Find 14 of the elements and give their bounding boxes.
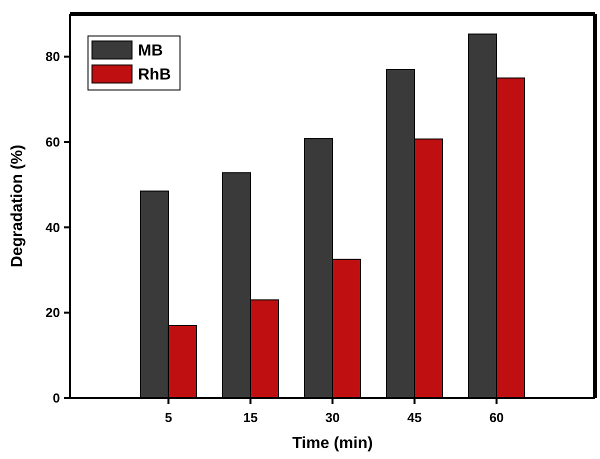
x-tick-label: 45 <box>407 410 422 425</box>
y-axis-title: Degradation (%) <box>9 144 26 268</box>
legend-label: MB <box>138 42 163 60</box>
x-tick-label: 15 <box>243 410 258 425</box>
y-tick-label: 0 <box>52 390 60 406</box>
y-tick-label: 80 <box>46 49 60 64</box>
x-tick-label: 30 <box>325 410 340 425</box>
x-axis-title: Time (min) <box>292 435 373 452</box>
x-tick-label: 60 <box>489 410 504 425</box>
y-tick-label: 40 <box>46 220 60 235</box>
legend-label: RhB <box>138 66 171 84</box>
y-tick-label: 20 <box>46 305 60 320</box>
x-tick-label: 5 <box>164 410 172 425</box>
y-tick-label: 60 <box>46 134 60 150</box>
